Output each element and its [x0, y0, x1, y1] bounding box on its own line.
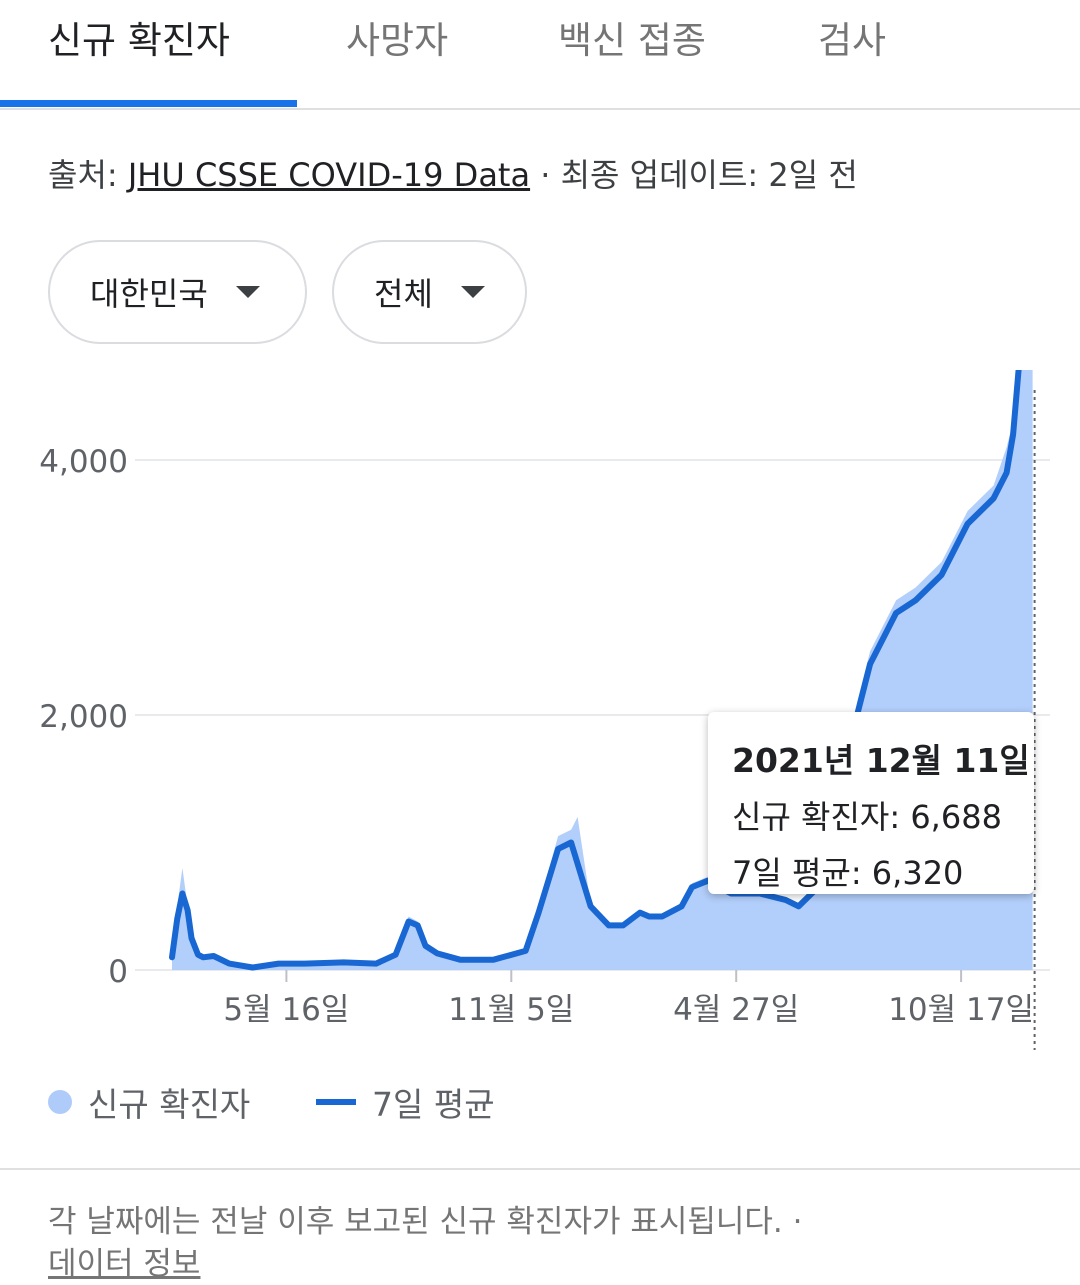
legend-7day-average: 7일 평균: [316, 1078, 495, 1126]
x-tick-label: 10월 17일: [888, 992, 1034, 1028]
active-tab-indicator: [0, 100, 297, 107]
legend-line-icon: [316, 1099, 356, 1105]
legend-daily-cases: 신규 확진자: [48, 1078, 250, 1126]
chart-tooltip: 2021년 12월 11일 신규 확진자: 6,688 7일 평균: 6,320: [708, 712, 1034, 894]
footnote: 각 날짜에는 전날 이후 보고된 신규 확진자가 표시됩니다. ·: [48, 1204, 803, 1240]
country-dropdown[interactable]: 대한민국: [48, 240, 307, 344]
source-link[interactable]: JHU CSSE COVID-19 Data: [127, 156, 531, 194]
tooltip-date: 2021년 12월 11일: [732, 741, 1030, 780]
legend-dot-icon: [48, 1090, 72, 1114]
y-tick-label: 2,000: [39, 699, 128, 735]
y-tick-label: 4,000: [39, 444, 128, 480]
tab-deaths[interactable]: 사망자: [346, 19, 449, 62]
last-updated: · 최종 업데이트: 2일 전: [530, 156, 858, 194]
source-prefix: 출처:: [48, 156, 128, 194]
daily-cases-area: [172, 370, 1033, 970]
dropdown-arrow-icon: [460, 286, 485, 298]
tooltip-7day-average: 7일 평균: 6,320: [732, 854, 964, 892]
footer-divider: [0, 1168, 1080, 1170]
range-dropdown[interactable]: 전체: [332, 240, 527, 344]
legend-avg-label: 7일 평균: [372, 1085, 495, 1124]
dropdown-arrow-icon: [235, 286, 260, 298]
x-tick-label: 4월 27일: [673, 992, 799, 1028]
y-tick-label: 0: [108, 954, 128, 990]
metric-tabs: 신규 확진자 사망자 백신 접종 검사: [0, 0, 1080, 110]
seven-day-average-line: [169, 370, 1022, 971]
tab-new-cases[interactable]: 신규 확진자: [48, 19, 230, 62]
tab-tests[interactable]: 검사: [818, 19, 887, 62]
tooltip-new-cases: 신규 확진자: 6,688: [732, 798, 1002, 836]
country-dropdown-label: 대한민국: [90, 275, 208, 313]
x-tick-label: 5월 16일: [223, 992, 349, 1028]
range-dropdown-label: 전체: [374, 275, 433, 313]
source-line: 출처: JHU CSSE COVID-19 Data · 최종 업데이트: 2일…: [48, 150, 858, 196]
data-info-link[interactable]: 데이터 정보: [48, 1246, 201, 1282]
legend-daily-label: 신규 확진자: [88, 1085, 251, 1124]
tab-vaccinations[interactable]: 백신 접종: [558, 19, 706, 62]
x-tick-label: 11월 5일: [448, 992, 574, 1028]
